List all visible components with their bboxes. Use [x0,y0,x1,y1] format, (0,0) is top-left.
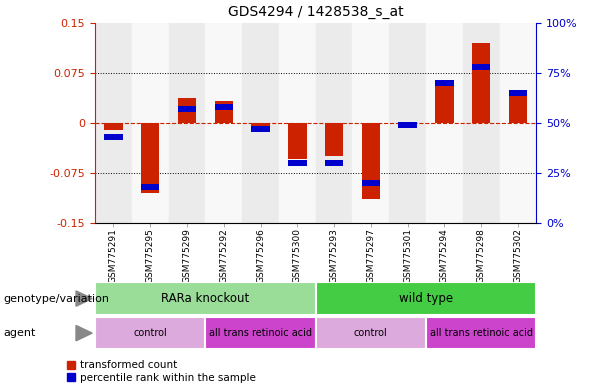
Bar [205,23,242,223]
Bar [316,282,536,315]
Text: agent: agent [3,328,36,338]
Bar [251,126,270,132]
Text: RARa knockout: RARa knockout [161,292,249,305]
Polygon shape [76,326,92,341]
Bar [205,317,316,349]
Bar [169,23,205,223]
Bar [435,80,454,86]
Bar [104,123,123,129]
Bar [95,23,132,223]
Bar [389,23,426,223]
Bar [362,180,380,186]
Bar [509,96,527,123]
Bar [251,123,270,126]
Bar [500,23,536,223]
Bar [95,282,316,315]
Bar [316,23,352,223]
Bar [426,317,536,349]
Bar [279,23,316,223]
Bar [325,123,343,156]
Bar [352,23,389,223]
Bar [215,104,233,110]
Bar [141,123,159,193]
Text: control: control [133,328,167,338]
Text: wild type: wild type [399,292,453,305]
Bar [362,123,380,199]
Bar [288,160,306,166]
Bar [472,43,490,123]
Bar [426,23,463,223]
Polygon shape [76,291,92,306]
Text: all trans retinoic acid: all trans retinoic acid [209,328,312,338]
Bar [288,123,306,159]
Bar [141,184,159,190]
Bar [398,122,417,128]
Bar [104,134,123,140]
Bar [95,317,205,349]
Bar [132,23,169,223]
Bar [316,317,426,349]
Bar [242,23,279,223]
Bar [463,23,500,223]
Title: GDS4294 / 1428538_s_at: GDS4294 / 1428538_s_at [228,5,403,19]
Bar [398,122,417,123]
Bar [472,64,490,70]
Text: control: control [354,328,388,338]
Bar [509,90,527,96]
Legend: transformed count, percentile rank within the sample: transformed count, percentile rank withi… [66,361,256,383]
Text: genotype/variation: genotype/variation [3,293,109,304]
Bar [178,106,196,112]
Bar [325,160,343,166]
Bar [215,101,233,123]
Text: all trans retinoic acid: all trans retinoic acid [430,328,533,338]
Bar [178,98,196,123]
Bar [435,86,454,123]
